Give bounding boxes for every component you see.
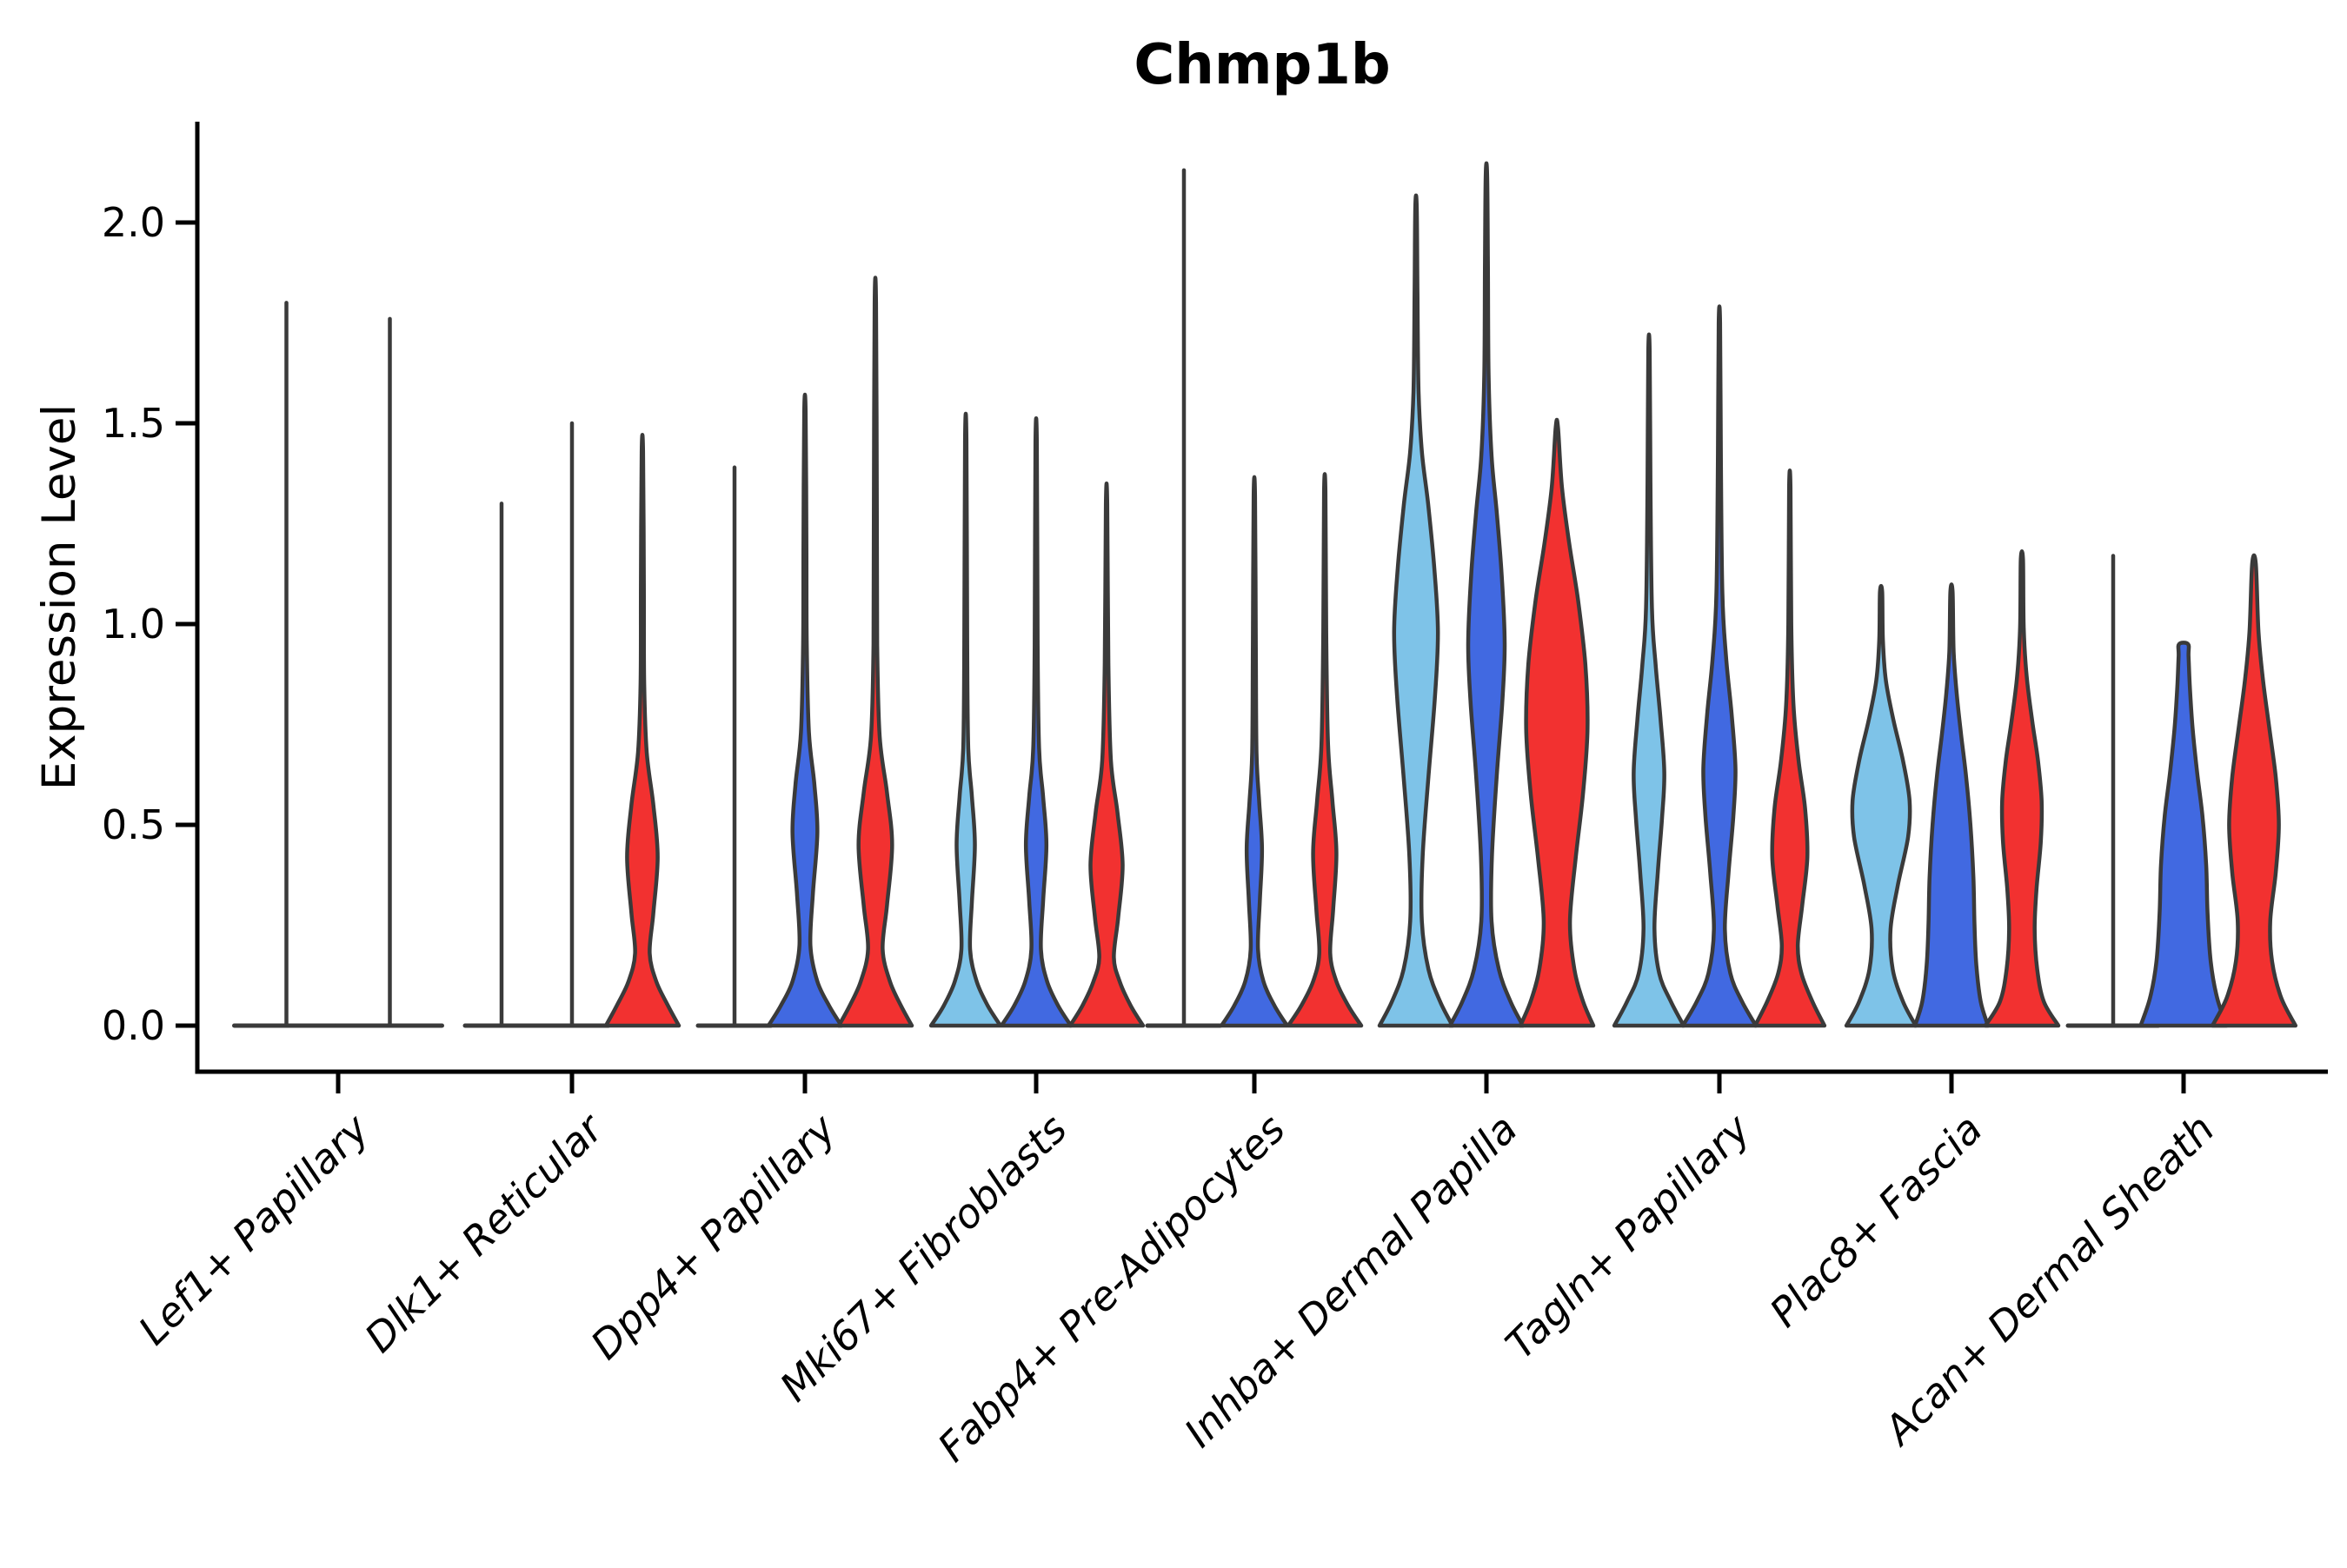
violin-lightblue <box>1377 193 1455 1028</box>
violin-lightblue <box>1612 332 1686 1028</box>
violin-red <box>603 433 681 1028</box>
x-tick-label: Dpp4+ Papillary <box>582 1105 845 1368</box>
y-tick-label: 2.0 <box>102 199 165 246</box>
violin-red <box>1518 417 1596 1028</box>
y-tick-label: 0.5 <box>102 801 165 848</box>
violin-lightblue <box>1844 583 1918 1028</box>
violin-blue <box>999 416 1074 1028</box>
chart-title: Chmp1b <box>1134 33 1390 97</box>
violin-lightblue <box>928 412 1003 1028</box>
axis-spines <box>195 122 2328 1074</box>
violin-red <box>836 276 914 1028</box>
y-tick-label: 1.0 <box>102 601 165 648</box>
violin-blue <box>1912 582 1991 1028</box>
violin-red <box>1983 549 2061 1028</box>
violin-blue <box>1447 161 1526 1028</box>
violin-red <box>1752 468 1827 1028</box>
violin-red <box>1067 482 1146 1028</box>
x-tick-label: Tagln+ Papillary <box>1496 1105 1759 1368</box>
y-tick-label: 0.0 <box>102 1002 165 1049</box>
violin-blue <box>1219 475 1290 1028</box>
y-tick-label: 1.5 <box>102 400 165 447</box>
violin-blue <box>1680 304 1759 1028</box>
violin-blue <box>766 392 844 1028</box>
violin-red <box>2210 553 2298 1028</box>
y-axis-label: Expression Level <box>33 404 86 790</box>
x-tick-label: Plac8+ Fascia <box>1760 1106 1991 1336</box>
x-tick-label: Lef1+ Papillary <box>130 1105 378 1353</box>
violin-blue <box>2138 641 2229 1028</box>
violin-red <box>1286 472 1364 1028</box>
x-tick-label: Dlk1+ Reticular <box>356 1103 614 1361</box>
